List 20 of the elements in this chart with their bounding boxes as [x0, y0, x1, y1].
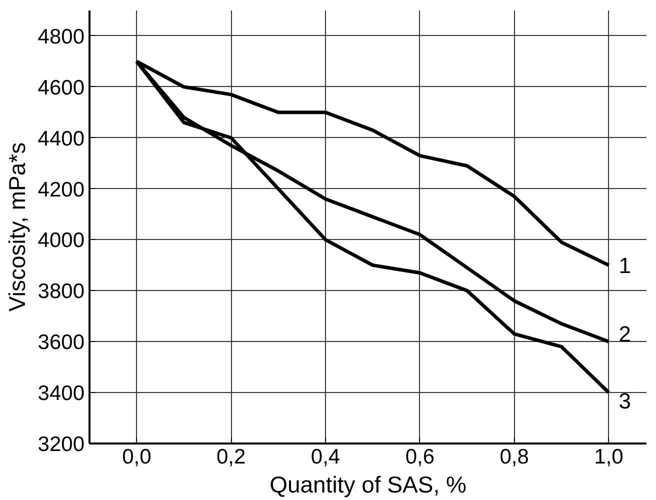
series-label: 1 — [618, 253, 631, 278]
y-tick-label: 3400 — [38, 382, 84, 406]
x-tick-label: 1,0 — [594, 446, 624, 468]
y-tick-label: 4000 — [38, 229, 84, 252]
x-tick-label: 0,2 — [216, 446, 246, 468]
y-tick-label: 3600 — [38, 331, 84, 354]
series-label: 3 — [618, 388, 631, 414]
y-tick-label: 4800 — [38, 25, 84, 48]
y-tick-label: 4400 — [38, 127, 84, 150]
y-tick-label: 4200 — [38, 178, 84, 202]
x-tick-label: 0,6 — [405, 446, 435, 468]
y-tick-label: 3200 — [38, 433, 84, 456]
series-label: 2 — [618, 322, 631, 347]
x-tick-label: 0,4 — [310, 446, 340, 468]
x-tick-label: 0,8 — [500, 446, 529, 468]
y-tick-label: 3800 — [38, 280, 84, 304]
y-axis-title: Viscosity, mPa*s — [4, 142, 30, 312]
x-tick-label: 0,0 — [122, 446, 152, 468]
x-axis-title: Quantity of SAS, % — [270, 472, 466, 498]
y-tick-label: 4600 — [38, 76, 84, 100]
